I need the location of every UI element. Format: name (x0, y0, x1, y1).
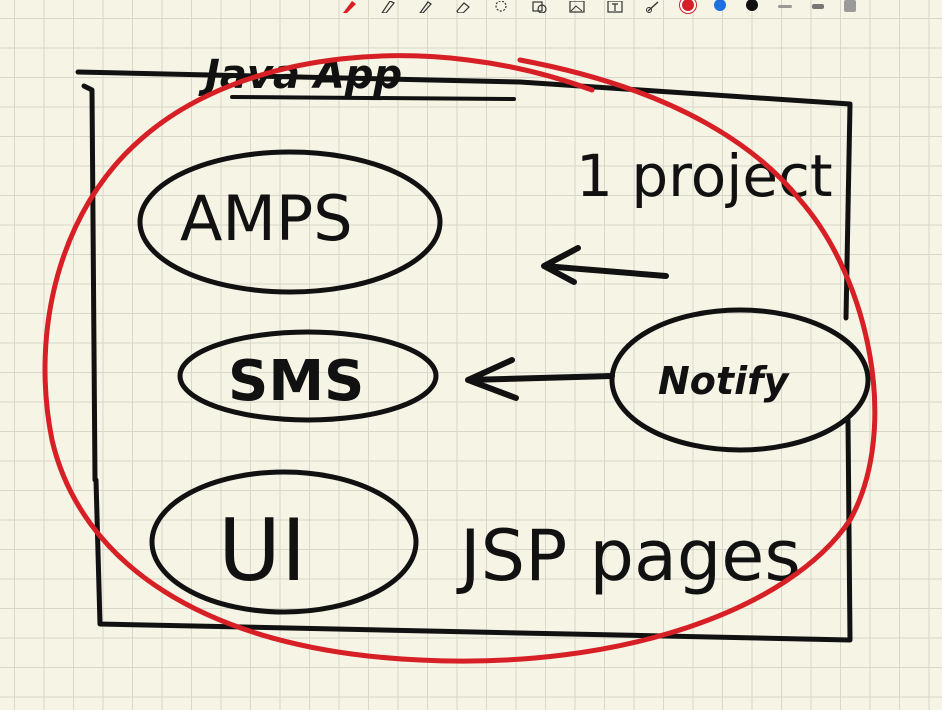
notify-module-label: Notify (658, 359, 791, 403)
shapes-tool-icon[interactable] (530, 1, 548, 13)
notify-module-ellipse (609, 307, 871, 453)
ui-module-label: UI (218, 501, 306, 601)
drawing-toolbar (330, 0, 900, 14)
sms-module-label: SMS (228, 349, 364, 414)
ui-module-ellipse (149, 469, 419, 615)
text-tool-icon[interactable] (606, 1, 624, 13)
project-label: 1 project (576, 142, 833, 210)
image-tool-icon[interactable] (568, 1, 586, 13)
eraser-tool-icon[interactable] (454, 1, 472, 13)
thick-stroke-option[interactable] (812, 3, 824, 9)
blue-color-swatch[interactable] (714, 0, 726, 11)
stroke-size-button[interactable] (844, 0, 856, 12)
link-tool-icon[interactable] (644, 1, 662, 13)
project-to-amps-arrow-icon (541, 245, 669, 285)
amps-module-label: AMPS (180, 182, 353, 255)
notify-to-sms-arrow-icon (465, 357, 615, 401)
app-title: Java App (198, 52, 402, 98)
pen-tool-icon[interactable] (340, 1, 358, 13)
black-color-swatch[interactable] (746, 0, 758, 11)
red-selection-circle (42, 53, 878, 664)
sms-module-ellipse (177, 329, 439, 423)
red-color-swatch[interactable] (682, 0, 694, 11)
highlighter-tool-icon[interactable] (378, 1, 396, 13)
app-container-box (75, 69, 853, 643)
amps-module-ellipse (137, 149, 443, 295)
jsp-pages-label: JSP pages (456, 515, 801, 597)
thin-stroke-option[interactable] (778, 4, 792, 8)
pencil-tool-icon[interactable] (416, 1, 434, 13)
lasso-tool-icon[interactable] (492, 1, 510, 13)
title-underline (230, 95, 516, 101)
